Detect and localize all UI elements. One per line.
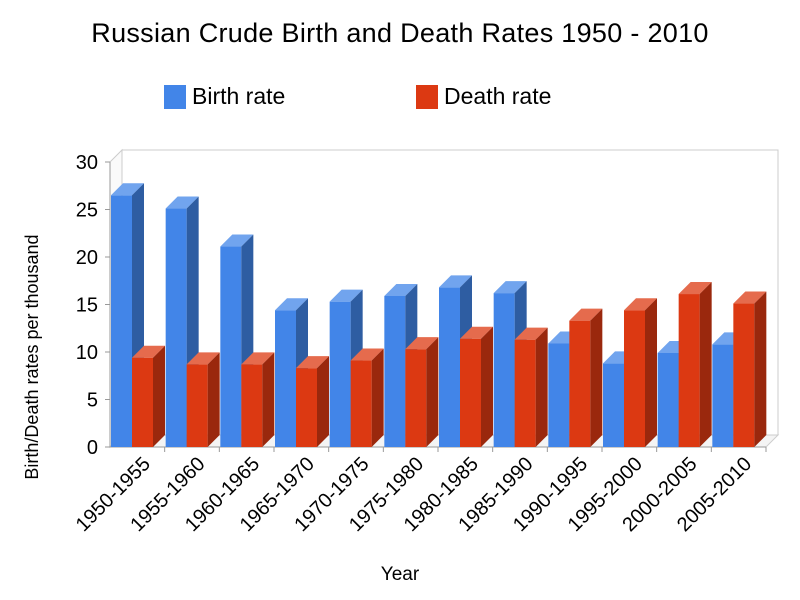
bar-top-birth-rate	[275, 298, 308, 311]
bar-top-death-rate	[296, 356, 329, 369]
bar-top-death-rate	[350, 348, 384, 361]
legend-swatch-death-rate	[416, 84, 438, 109]
bar-top-death-rate	[460, 326, 493, 339]
bar-side-death-rate	[426, 337, 439, 447]
legend-label-death-rate: Death rate	[444, 83, 552, 109]
bar-side-death-rate	[481, 326, 493, 447]
y-tick-label: 5	[87, 390, 98, 412]
bar-death-rate	[569, 320, 591, 447]
bar-birth-rate	[712, 344, 734, 447]
bar-top-death-rate	[241, 352, 275, 365]
bar-top-death-rate	[132, 345, 165, 358]
bar-birth-rate	[220, 246, 242, 447]
bar-birth-rate	[603, 363, 624, 447]
legend-swatch-birth-rate	[164, 84, 186, 109]
bar-death-rate	[678, 294, 700, 447]
y-tick-label: 30	[76, 152, 98, 174]
bar-top-death-rate	[405, 337, 439, 350]
y-tick-label: 10	[76, 342, 98, 364]
bar-top-birth-rate	[493, 281, 527, 294]
bar-top-death-rate	[569, 308, 603, 321]
bar-death-rate	[624, 310, 645, 447]
legend-label-birth-rate: Birth rate	[192, 83, 286, 109]
bar-side-death-rate	[754, 291, 767, 447]
bar-birth-rate	[493, 293, 515, 447]
bar-side-death-rate	[371, 348, 384, 447]
bar-top-death-rate	[733, 291, 767, 304]
bar-death-rate	[514, 339, 536, 447]
bar-death-rate	[132, 357, 153, 447]
bar-birth-rate	[384, 295, 406, 447]
bar-top-birth-rate	[165, 196, 199, 209]
bar-death-rate	[296, 368, 317, 447]
bar-top-birth-rate	[220, 234, 254, 247]
bar-side-death-rate	[590, 308, 603, 447]
bar-death-rate	[186, 364, 208, 447]
legend-item-birth-rate: Birth rate	[164, 83, 285, 110]
bar-top-death-rate	[678, 282, 712, 295]
bar-birth-rate	[439, 287, 460, 447]
legend-item-death-rate: Death rate	[416, 83, 551, 110]
bar-top-death-rate	[624, 298, 657, 311]
bar-top-birth-rate	[439, 275, 472, 288]
bar-side-death-rate	[262, 352, 275, 447]
bar-top-death-rate	[186, 352, 220, 365]
bar-death-rate	[241, 364, 263, 447]
bar-side-death-rate	[645, 298, 657, 447]
bar-birth-rate	[657, 352, 679, 447]
bar-death-rate	[350, 360, 372, 447]
bar-side-death-rate	[207, 352, 220, 447]
bar-top-birth-rate	[329, 289, 363, 302]
x-axis-title: Year	[381, 564, 420, 585]
y-axis-title: Birth/Death rates per thousand	[22, 234, 42, 479]
bar-birth-rate	[548, 343, 570, 447]
bar-birth-rate	[111, 195, 132, 447]
bar-top-birth-rate	[384, 283, 418, 296]
y-tick-label: 15	[76, 295, 98, 317]
bar-top-death-rate	[514, 327, 548, 340]
bar-death-rate	[460, 338, 481, 447]
bar-birth-rate	[165, 208, 187, 447]
y-tick-label: 20	[76, 247, 98, 269]
bar-top-birth-rate	[111, 183, 144, 196]
bar-side-death-rate	[153, 345, 165, 447]
bar-death-rate	[733, 303, 755, 447]
bar-death-rate	[405, 349, 427, 447]
bar-birth-rate	[329, 301, 351, 447]
y-tick-label: 25	[76, 200, 98, 222]
bar-side-death-rate	[317, 356, 329, 447]
chart-title: Russian Crude Birth and Death Rates 1950…	[91, 18, 709, 48]
bar-birth-rate	[275, 310, 296, 447]
bar-side-death-rate	[535, 327, 548, 447]
bar-side-death-rate	[699, 282, 712, 447]
y-tick-label: 0	[87, 437, 98, 459]
